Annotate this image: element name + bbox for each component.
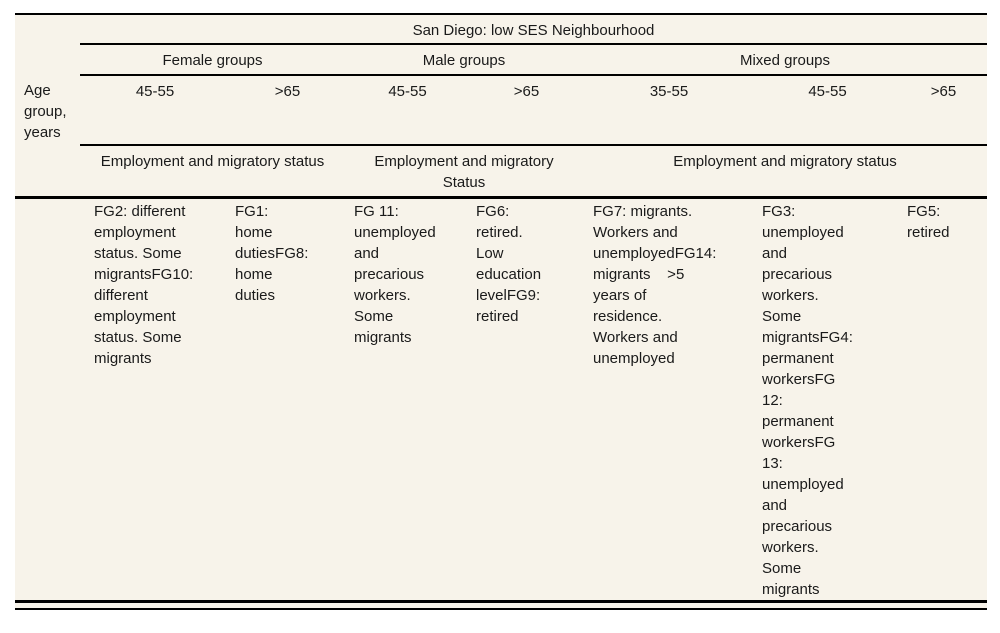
- age-header-mixed-35-55: 35-55: [583, 75, 755, 146]
- group-header-row: Female groups Male groups Mixed groups: [15, 44, 987, 76]
- stub-spacer: [15, 44, 80, 75]
- status-header-row: Employment and migratory status Employme…: [15, 145, 987, 199]
- group-header-female: Female groups: [80, 44, 345, 76]
- body-cell-mixed-over65: FG5: retired: [907, 202, 950, 241]
- body-cell-female-45-55: FG2: different employment status. Some m…: [94, 202, 194, 367]
- focus-groups-table: San Diego: low SES Neighbourhood Female …: [15, 13, 987, 600]
- status-header-female: Employment and migratory status: [80, 145, 345, 199]
- status-header-male: Employment and migratory Status: [345, 145, 583, 199]
- age-header-male-over65: >65: [470, 75, 583, 146]
- age-header-male-45-55: 45-55: [345, 75, 470, 146]
- stub-spacer: [15, 14, 80, 44]
- body-cell-male-45-55: FG 11: unemployed and precarious workers…: [354, 202, 436, 346]
- group-header-mixed: Mixed groups: [583, 44, 987, 76]
- body-cell-mixed-45-55: FG3: unemployed and precarious workers. …: [762, 202, 853, 598]
- body-cell-female-over65: FG1: home dutiesFG8: home duties: [235, 202, 309, 304]
- body-cell-male-over65: FG6: retired. Low education levelFG9: re…: [476, 202, 542, 325]
- group-header-male: Male groups: [345, 44, 583, 76]
- stub-spacer: [15, 145, 80, 199]
- age-header-row: Age group, years 45-55 >65 45-55 >65 35-…: [15, 75, 987, 146]
- age-header-female-45-55: 45-55: [80, 75, 230, 146]
- table-body-row: FG2: different employment status. Some m…: [15, 197, 987, 600]
- body-cell-mixed-35-55: FG7: migrants. Workers and unemployedFG1…: [593, 202, 717, 367]
- table-title: San Diego: low SES Neighbourhood: [80, 14, 987, 45]
- table-sheet: San Diego: low SES Neighbourhood Female …: [15, 13, 987, 610]
- status-header-mixed: Employment and migratory status: [583, 145, 987, 199]
- table-bottom-double-rule: [15, 599, 987, 610]
- title-row: San Diego: low SES Neighbourhood: [15, 14, 987, 45]
- stub-spacer: [15, 197, 80, 600]
- age-header-female-over65: >65: [230, 75, 345, 146]
- stub-header-age-group-years: Age group, years: [24, 82, 71, 141]
- age-header-mixed-over65: >65: [900, 75, 987, 146]
- age-header-mixed-45-55: 45-55: [755, 75, 900, 146]
